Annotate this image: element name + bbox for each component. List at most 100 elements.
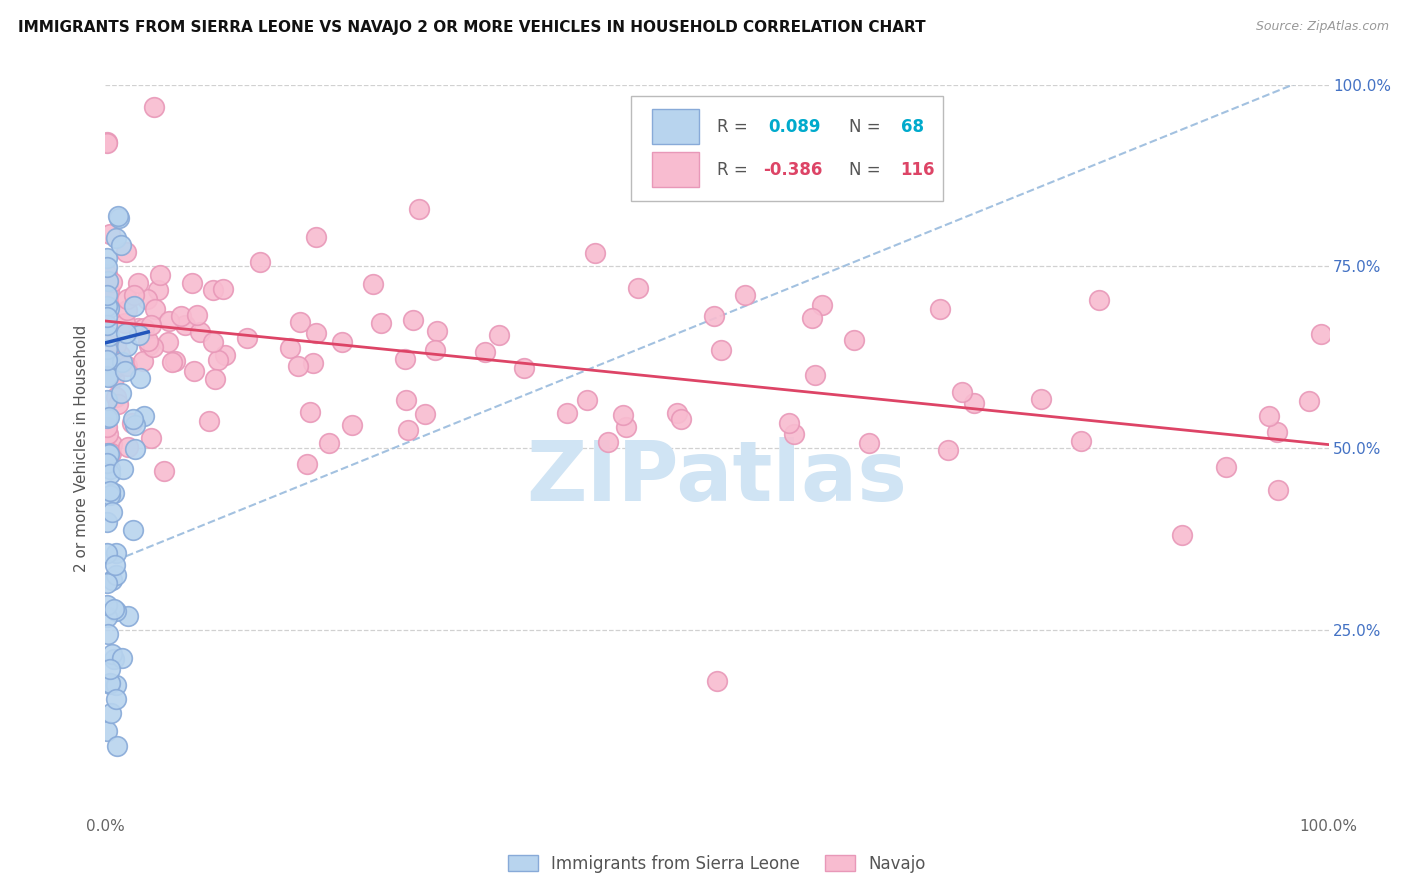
Point bbox=[1171, 528, 1194, 542]
Point bbox=[170, 309, 193, 323]
Point bbox=[96, 299, 118, 313]
Point bbox=[138, 338, 160, 352]
Point bbox=[174, 318, 197, 332]
Point bbox=[97, 301, 120, 316]
Point bbox=[202, 283, 225, 297]
Point bbox=[108, 347, 131, 361]
Point bbox=[98, 467, 121, 481]
Point bbox=[96, 135, 118, 149]
Point bbox=[183, 364, 205, 378]
Point bbox=[110, 651, 132, 665]
Point bbox=[115, 339, 138, 353]
Point bbox=[100, 505, 122, 519]
Point bbox=[114, 245, 136, 260]
Point bbox=[1298, 394, 1320, 409]
Text: 116: 116 bbox=[900, 161, 935, 179]
Point bbox=[612, 409, 634, 423]
Point bbox=[858, 436, 880, 450]
Point bbox=[1088, 293, 1111, 307]
Point bbox=[104, 558, 127, 573]
Point bbox=[128, 371, 150, 385]
Point bbox=[101, 353, 124, 368]
Point bbox=[132, 354, 155, 368]
Point bbox=[950, 384, 973, 399]
Point bbox=[104, 568, 127, 582]
Point bbox=[110, 237, 132, 252]
Point bbox=[111, 461, 134, 475]
Point bbox=[105, 390, 128, 404]
Point bbox=[115, 292, 138, 306]
Point bbox=[96, 610, 118, 624]
Point bbox=[100, 436, 122, 450]
Point bbox=[115, 326, 138, 340]
Point bbox=[1267, 483, 1289, 497]
Point bbox=[101, 573, 124, 587]
Point bbox=[1258, 409, 1281, 423]
Point bbox=[703, 309, 725, 323]
FancyBboxPatch shape bbox=[652, 153, 699, 187]
Point bbox=[181, 276, 204, 290]
Point bbox=[100, 275, 122, 289]
Point bbox=[107, 209, 129, 223]
Point bbox=[706, 673, 728, 688]
Point bbox=[614, 419, 637, 434]
Point bbox=[97, 370, 120, 384]
Point bbox=[778, 417, 800, 431]
Text: N =: N = bbox=[849, 161, 886, 179]
Point bbox=[305, 326, 328, 340]
Point bbox=[671, 412, 693, 426]
Point bbox=[186, 308, 208, 322]
Point bbox=[100, 446, 122, 460]
Point bbox=[127, 276, 149, 290]
Point bbox=[302, 356, 325, 370]
Point bbox=[121, 412, 143, 426]
Point bbox=[288, 315, 311, 329]
Point bbox=[426, 324, 449, 338]
Point bbox=[98, 676, 121, 690]
Point bbox=[96, 338, 118, 352]
Point bbox=[305, 229, 328, 244]
Point bbox=[139, 318, 162, 332]
Point bbox=[402, 313, 425, 327]
Point bbox=[115, 359, 138, 373]
Point bbox=[188, 326, 211, 340]
Point bbox=[104, 337, 127, 351]
Text: -0.386: -0.386 bbox=[763, 161, 823, 179]
Point bbox=[97, 427, 120, 442]
Point bbox=[811, 298, 834, 312]
Point bbox=[342, 418, 364, 433]
Text: IMMIGRANTS FROM SIERRA LEONE VS NAVAJO 2 OR MORE VEHICLES IN HOUSEHOLD CORRELATI: IMMIGRANTS FROM SIERRA LEONE VS NAVAJO 2… bbox=[18, 20, 927, 35]
Point bbox=[98, 483, 121, 498]
Point bbox=[1031, 392, 1053, 406]
Point bbox=[122, 288, 145, 302]
Point bbox=[104, 605, 127, 619]
Text: 68: 68 bbox=[900, 118, 924, 136]
Point bbox=[165, 354, 187, 368]
Point bbox=[1310, 326, 1333, 341]
Point bbox=[101, 647, 124, 661]
Point bbox=[96, 410, 118, 425]
Point bbox=[330, 334, 353, 349]
Point bbox=[98, 410, 121, 425]
Point bbox=[207, 353, 229, 368]
Point bbox=[157, 335, 180, 350]
Text: R =: R = bbox=[717, 161, 754, 179]
Point bbox=[555, 406, 578, 420]
Point bbox=[111, 355, 134, 369]
Point bbox=[395, 392, 418, 407]
Point bbox=[121, 416, 143, 430]
Point bbox=[1070, 434, 1092, 449]
Point bbox=[425, 343, 447, 357]
Point bbox=[361, 277, 384, 291]
Point bbox=[1215, 459, 1237, 474]
Point bbox=[583, 246, 606, 260]
Point bbox=[98, 462, 121, 476]
Point bbox=[929, 301, 952, 316]
Text: Source: ZipAtlas.com: Source: ZipAtlas.com bbox=[1256, 20, 1389, 33]
Point bbox=[801, 310, 824, 325]
Point bbox=[103, 371, 125, 385]
Point bbox=[96, 575, 118, 590]
Point bbox=[98, 227, 121, 242]
Point bbox=[117, 440, 139, 454]
Point bbox=[104, 360, 127, 375]
